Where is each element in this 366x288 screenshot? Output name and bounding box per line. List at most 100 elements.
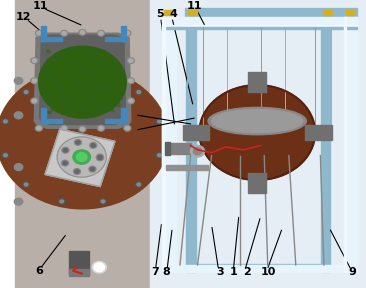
Circle shape: [101, 74, 105, 77]
Circle shape: [89, 93, 92, 95]
Circle shape: [62, 147, 69, 153]
Bar: [188, 10, 197, 15]
Bar: [306, 125, 332, 140]
Circle shape: [4, 120, 7, 123]
Text: 6: 6: [35, 266, 43, 276]
Bar: [186, 12, 196, 272]
Circle shape: [100, 199, 106, 204]
Circle shape: [24, 183, 28, 186]
Circle shape: [48, 85, 53, 89]
Circle shape: [74, 168, 81, 174]
Text: 1: 1: [229, 267, 237, 277]
Circle shape: [76, 153, 87, 161]
Circle shape: [100, 73, 106, 78]
Bar: [150, 0, 366, 288]
Circle shape: [137, 183, 141, 186]
Circle shape: [81, 89, 84, 91]
Bar: [41, 108, 46, 123]
Circle shape: [50, 61, 54, 65]
Circle shape: [63, 161, 67, 165]
Circle shape: [45, 103, 48, 106]
Circle shape: [76, 75, 82, 80]
Circle shape: [31, 78, 38, 84]
Circle shape: [65, 52, 68, 55]
Circle shape: [80, 64, 83, 66]
Bar: [121, 26, 126, 41]
Circle shape: [94, 81, 97, 84]
Circle shape: [37, 31, 41, 35]
Circle shape: [95, 81, 101, 86]
Circle shape: [127, 98, 134, 104]
Circle shape: [83, 57, 88, 61]
Circle shape: [82, 88, 87, 92]
Circle shape: [75, 170, 79, 173]
Circle shape: [64, 105, 68, 108]
Text: 10: 10: [261, 267, 276, 277]
Circle shape: [52, 58, 56, 62]
Circle shape: [59, 73, 65, 78]
Circle shape: [60, 74, 64, 77]
Circle shape: [24, 91, 28, 94]
Circle shape: [79, 50, 82, 52]
Circle shape: [80, 31, 85, 34]
Circle shape: [82, 100, 86, 104]
Circle shape: [115, 66, 120, 71]
Bar: [15, 0, 150, 288]
Circle shape: [109, 84, 111, 86]
Circle shape: [62, 31, 66, 35]
Circle shape: [38, 46, 126, 118]
Circle shape: [75, 111, 80, 115]
Bar: [105, 37, 126, 41]
Circle shape: [191, 145, 205, 157]
Text: 8: 8: [163, 267, 171, 277]
Circle shape: [61, 30, 68, 36]
Circle shape: [91, 93, 94, 96]
Circle shape: [109, 91, 112, 93]
Circle shape: [59, 51, 61, 53]
Circle shape: [74, 139, 81, 145]
Circle shape: [109, 78, 114, 83]
Circle shape: [97, 125, 105, 131]
Circle shape: [51, 73, 53, 75]
Circle shape: [99, 31, 103, 35]
Bar: [186, 264, 321, 270]
Circle shape: [54, 58, 58, 62]
Circle shape: [80, 127, 85, 131]
Bar: [163, 25, 357, 27]
Circle shape: [94, 78, 99, 82]
Circle shape: [36, 125, 42, 131]
Circle shape: [61, 125, 68, 131]
Circle shape: [58, 73, 61, 76]
Circle shape: [63, 112, 65, 114]
Circle shape: [91, 144, 95, 147]
Circle shape: [32, 59, 37, 62]
Bar: [163, 16, 165, 272]
Circle shape: [51, 67, 56, 72]
Bar: [163, 16, 176, 272]
Circle shape: [83, 64, 86, 65]
Circle shape: [57, 137, 106, 177]
Circle shape: [114, 87, 119, 92]
Bar: [41, 37, 63, 41]
Circle shape: [78, 105, 83, 109]
Circle shape: [129, 59, 133, 62]
Circle shape: [125, 31, 130, 35]
Circle shape: [97, 154, 104, 160]
Circle shape: [135, 90, 142, 95]
Text: 9: 9: [349, 267, 356, 277]
Circle shape: [60, 200, 64, 203]
Circle shape: [98, 102, 100, 104]
Circle shape: [70, 55, 73, 57]
Circle shape: [98, 155, 102, 159]
Circle shape: [111, 84, 115, 88]
Circle shape: [14, 112, 23, 119]
Circle shape: [79, 68, 83, 71]
Circle shape: [53, 93, 58, 97]
Circle shape: [31, 58, 38, 63]
Circle shape: [75, 72, 77, 74]
Circle shape: [61, 160, 68, 166]
Circle shape: [127, 78, 134, 84]
Circle shape: [61, 79, 64, 82]
Circle shape: [101, 200, 105, 203]
Bar: [166, 165, 208, 170]
